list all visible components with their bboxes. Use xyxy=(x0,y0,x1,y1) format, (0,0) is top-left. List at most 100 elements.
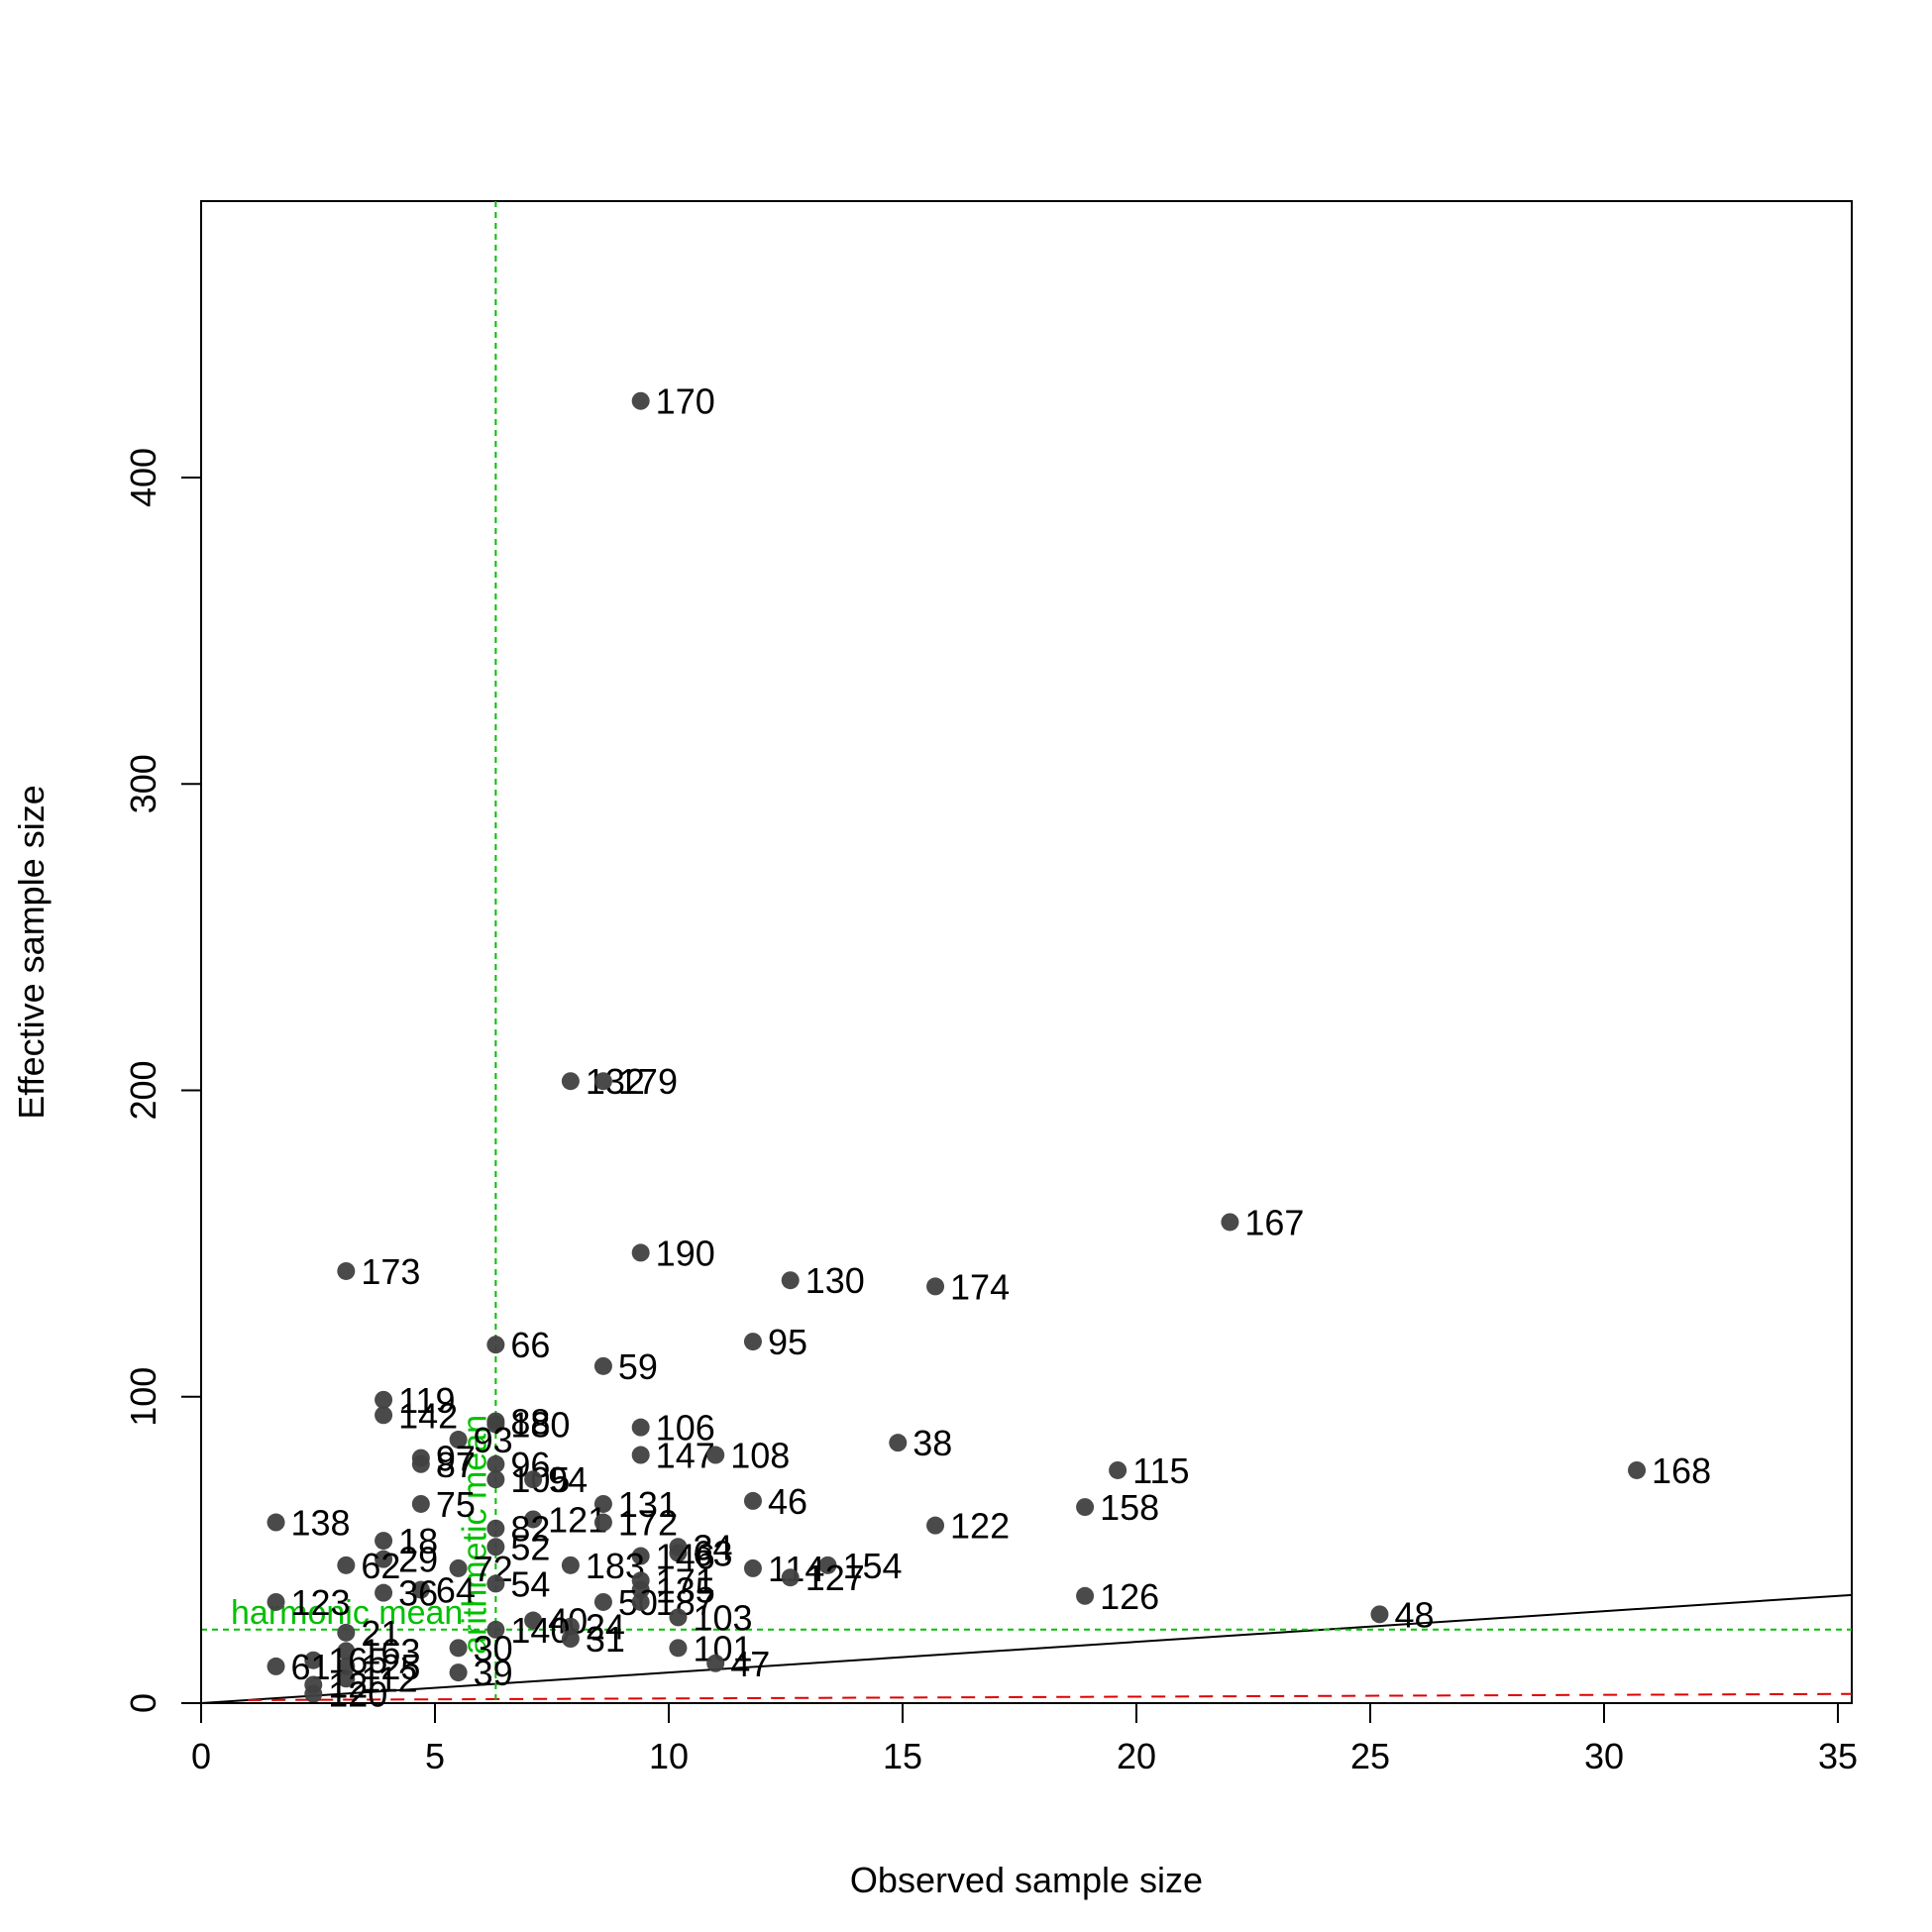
data-point-label: 127 xyxy=(805,1557,865,1598)
data-point xyxy=(631,1547,650,1565)
data-point xyxy=(486,1470,505,1489)
arithmetic-mean-label: arithmetic mean xyxy=(456,1415,493,1655)
data-point xyxy=(593,1513,612,1532)
data-point xyxy=(267,1657,285,1675)
x-tick-label: 20 xyxy=(1117,1736,1156,1776)
data-point xyxy=(669,1639,688,1658)
data-point xyxy=(486,1620,505,1639)
data-point-label: 190 xyxy=(656,1233,715,1273)
data-point xyxy=(593,1072,612,1091)
data-point-label: 12 xyxy=(328,1664,368,1705)
data-point xyxy=(449,1639,468,1658)
data-point-label: 48 xyxy=(1394,1594,1434,1635)
data-point xyxy=(743,1558,762,1577)
y-tick-label: 400 xyxy=(123,448,163,507)
data-point-label: 93 xyxy=(474,1420,513,1460)
data-point-label: 47 xyxy=(730,1644,770,1684)
data-point xyxy=(561,1072,580,1091)
data-point xyxy=(926,1277,945,1296)
data-point-label: 142 xyxy=(398,1395,458,1436)
data-point xyxy=(1628,1460,1647,1479)
data-point-label: 138 xyxy=(291,1503,351,1544)
data-point-label: 172 xyxy=(618,1503,678,1544)
data-point-label: 36 xyxy=(398,1573,438,1614)
data-point xyxy=(669,1608,688,1627)
data-point xyxy=(486,1519,505,1538)
data-point-label: 39 xyxy=(474,1653,513,1693)
data-point-label: 46 xyxy=(768,1481,807,1522)
data-point-label: 75 xyxy=(436,1484,476,1525)
data-point-label: 66 xyxy=(510,1325,550,1365)
data-point xyxy=(631,1243,650,1262)
data-point xyxy=(1221,1213,1239,1232)
y-tick-label: 300 xyxy=(123,754,163,813)
x-axis-title: Observed sample size xyxy=(850,1860,1203,1900)
data-point-label: 174 xyxy=(950,1266,1010,1307)
x-tick-label: 5 xyxy=(425,1736,445,1776)
data-point-label: 119 xyxy=(398,1380,455,1421)
data-point xyxy=(449,1558,468,1577)
data-point xyxy=(337,1657,356,1675)
data-point-label: 163 xyxy=(361,1631,420,1671)
data-point-label: 123 xyxy=(291,1582,351,1623)
data-point xyxy=(267,1513,285,1532)
data-point xyxy=(669,1544,688,1562)
data-point-label: 87 xyxy=(436,1445,476,1485)
data-point xyxy=(631,1418,650,1437)
data-point-label: 62 xyxy=(361,1546,400,1586)
data-point-label: 24 xyxy=(586,1607,625,1648)
data-point xyxy=(706,1446,725,1464)
data-point-label: 103 xyxy=(693,1597,752,1638)
data-point xyxy=(375,1583,393,1602)
data-point xyxy=(706,1654,725,1672)
data-point xyxy=(486,1336,505,1354)
data-point-label: 167 xyxy=(1244,1202,1304,1242)
x-tick-label: 10 xyxy=(649,1736,689,1776)
data-point-label: 180 xyxy=(510,1405,570,1446)
x-tick-label: 35 xyxy=(1818,1736,1858,1776)
x-tick-label: 15 xyxy=(883,1736,922,1776)
y-tick-label: 0 xyxy=(123,1693,163,1713)
data-point-label: 126 xyxy=(1100,1576,1159,1617)
data-point xyxy=(375,1550,393,1568)
data-point xyxy=(781,1271,800,1290)
data-point xyxy=(411,1494,430,1513)
data-point xyxy=(593,1356,612,1375)
data-point xyxy=(449,1664,468,1682)
data-point-label: 106 xyxy=(656,1408,715,1449)
data-point xyxy=(411,1580,430,1599)
data-point-label: 64 xyxy=(436,1570,476,1611)
data-point-label: 31 xyxy=(586,1619,625,1660)
data-point xyxy=(631,1592,650,1611)
data-point-label: 82 xyxy=(510,1509,550,1550)
data-point-label: 88 xyxy=(510,1401,550,1442)
data-point xyxy=(267,1592,285,1611)
data-point xyxy=(818,1556,837,1574)
data-point-label: 30 xyxy=(474,1628,513,1668)
data-point xyxy=(486,1538,505,1556)
data-point xyxy=(449,1431,468,1449)
data-point-label: 154 xyxy=(842,1546,902,1586)
data-point-label: 122 xyxy=(950,1506,1010,1547)
identity-line xyxy=(200,1593,1853,1704)
data-point-label: 112 xyxy=(361,1659,417,1699)
dashed-baseline xyxy=(248,1692,1853,1701)
data-point xyxy=(781,1568,800,1587)
data-point-label: 95 xyxy=(768,1322,807,1362)
data-point-label: 125 xyxy=(361,1647,420,1687)
data-point-label: 140 xyxy=(510,1610,570,1651)
x-tick-label: 25 xyxy=(1350,1736,1390,1776)
data-point-label: 63 xyxy=(693,1533,732,1573)
data-point xyxy=(486,1574,505,1593)
data-point-label: 173 xyxy=(361,1251,420,1292)
data-point xyxy=(486,1454,505,1473)
data-point xyxy=(375,1406,393,1425)
data-point-label: 170 xyxy=(656,381,715,422)
data-point-label: 29 xyxy=(398,1540,438,1580)
data-point xyxy=(631,1446,650,1464)
data-point xyxy=(304,1651,323,1669)
data-point xyxy=(337,1642,356,1661)
data-point-label: 146 xyxy=(656,1537,715,1577)
